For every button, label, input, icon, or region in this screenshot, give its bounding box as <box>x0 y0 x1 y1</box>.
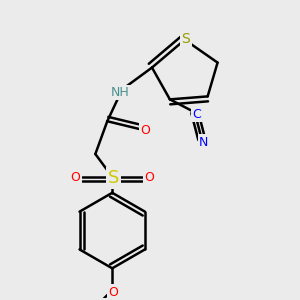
Text: S: S <box>107 169 119 187</box>
Text: O: O <box>140 124 150 137</box>
Text: C: C <box>192 108 201 121</box>
Text: O: O <box>70 171 80 184</box>
Text: O: O <box>108 286 118 299</box>
Text: N: N <box>199 136 208 148</box>
Text: NH: NH <box>111 86 130 99</box>
Text: O: O <box>144 171 154 184</box>
Text: S: S <box>182 32 190 46</box>
